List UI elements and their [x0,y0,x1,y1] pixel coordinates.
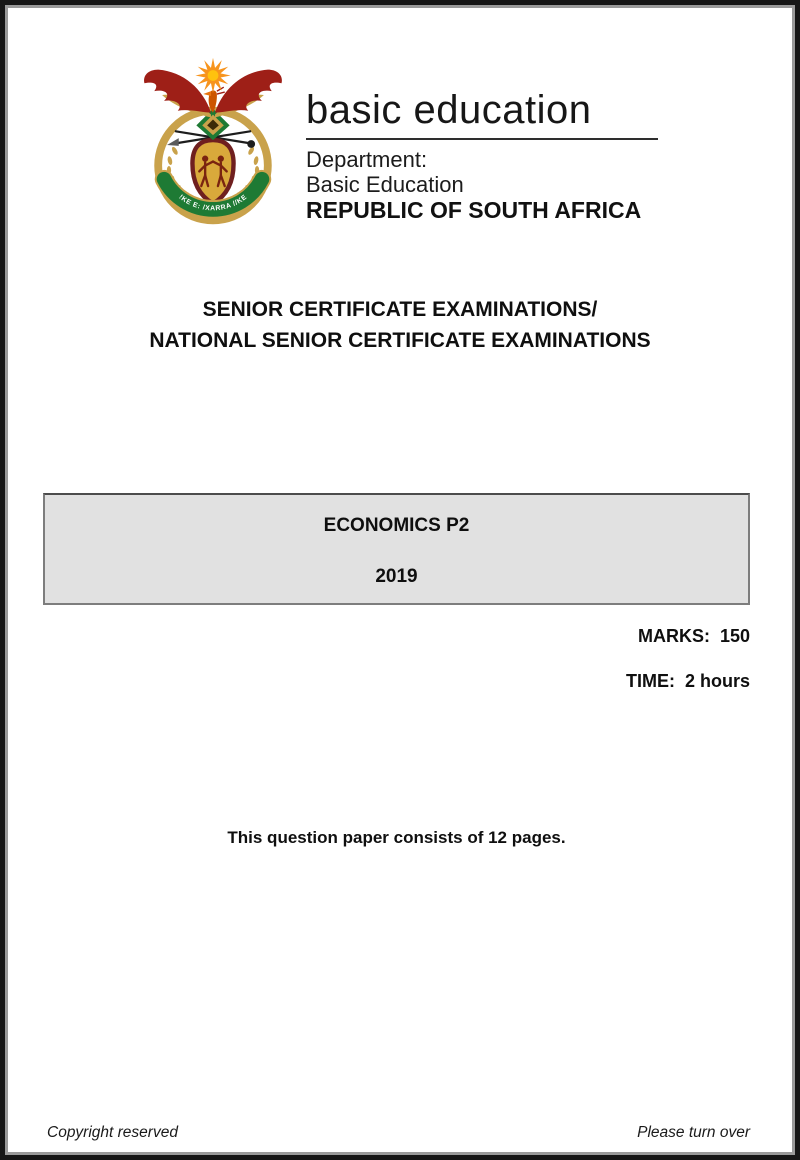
department-name: Basic Education [306,172,464,197]
south-africa-coat-of-arms-icon: !KE E: /XARRA //KE [144,57,282,225]
coat-motto-banner: !KE E: /XARRA //KE [154,169,272,219]
time-value: 2 hours [684,671,750,691]
copyright-note: Copyright reserved [47,1124,178,1141]
department-wordmark: basic education Department: Basic Educat… [306,88,658,224]
coat-wings [144,69,282,113]
country-name: REPUBLIC OF SOUTH AFRICA [306,197,642,223]
coat-figures [198,155,228,188]
time-line: TIME: 2 hours [626,671,750,692]
brand-name: basic education [306,88,658,140]
subject-name: ECONOMICS P2 [323,515,470,536]
subject-box: ECONOMICS P2 2019 [43,493,750,605]
exam-title-line1: SENIOR CERTIFICATE EXAMINATIONS/ [202,298,598,321]
coat-protea-diamond [196,108,230,141]
exam-title-line2: NATIONAL SENIOR CERTIFICATE EXAMINATIONS [149,329,651,352]
exam-year: 2019 [375,566,418,587]
marks-value: 150 [719,626,750,646]
marks-line: MARKS: 150 [626,626,750,647]
time-label: TIME: [625,671,675,691]
turn-over-note: Please turn over [637,1124,750,1141]
marks-label: MARKS: [637,626,710,646]
coat-sun [195,57,231,94]
department-label: Department: [306,147,428,172]
exam-title: SENIOR CERTIFICATE EXAMINATIONS/ NATIONA… [0,294,800,356]
exam-details: MARKS: 150 TIME: 2 hours [626,626,750,692]
coat-bird-head [203,86,225,113]
pages-note: This question paper consists of 12 pages… [227,828,566,847]
